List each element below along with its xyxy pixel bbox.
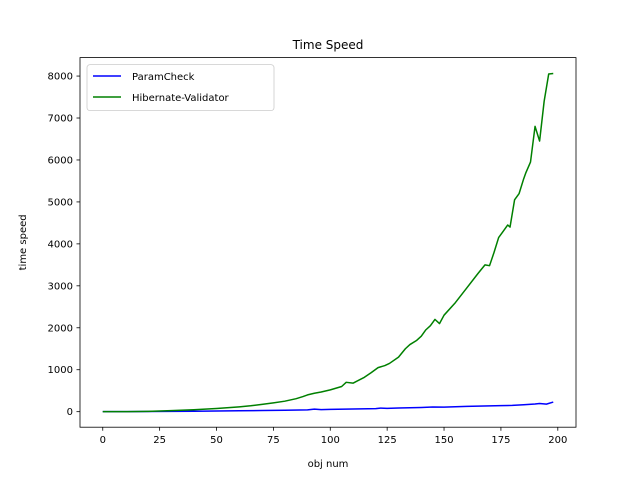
x-tick-label: 50: [210, 435, 223, 446]
plot-frame: [79, 57, 577, 428]
chart-title: Time Speed: [292, 38, 364, 52]
y-tick-label: 0: [67, 407, 73, 418]
legend-label-hibernate-validator: Hibernate-Validator: [132, 93, 230, 104]
y-tick-label: 8000: [48, 72, 73, 83]
series-line-hibernate-validator: [102, 72, 554, 413]
legend-label-paramcheck: ParamCheck: [132, 72, 195, 83]
x-tick-label: 125: [378, 435, 397, 446]
x-tick-label: 75: [267, 435, 280, 446]
y-tick-label: 5000: [48, 197, 73, 208]
y-axis-ticks: 0 1000 2000 3000 4000 5000 6000 7000 8000: [48, 72, 80, 418]
legend: ParamCheck Hibernate-Validator: [86, 64, 275, 111]
x-tick-label: 175: [491, 435, 510, 446]
x-tick-label: 0: [100, 435, 106, 446]
x-tick-label: 100: [321, 435, 340, 446]
x-axis-ticks: 0 25 50 75 100 125 150 175 200: [100, 427, 567, 446]
x-tick-label: 150: [434, 435, 453, 446]
y-tick-label: 4000: [48, 239, 73, 250]
y-tick-label: 7000: [48, 114, 73, 125]
plot-lines: [102, 72, 554, 413]
y-tick-label: 2000: [48, 323, 73, 334]
y-tick-label: 1000: [48, 365, 73, 376]
legend-box: [86, 64, 275, 111]
y-tick-label: 3000: [48, 281, 73, 292]
series-line-paramcheck: [102, 401, 554, 413]
x-axis-label: obj num: [308, 459, 349, 470]
y-tick-label: 6000: [48, 155, 73, 166]
x-tick-label: 200: [548, 435, 567, 446]
y-axis-label: time speed: [18, 214, 29, 270]
x-tick-label: 25: [153, 435, 166, 446]
